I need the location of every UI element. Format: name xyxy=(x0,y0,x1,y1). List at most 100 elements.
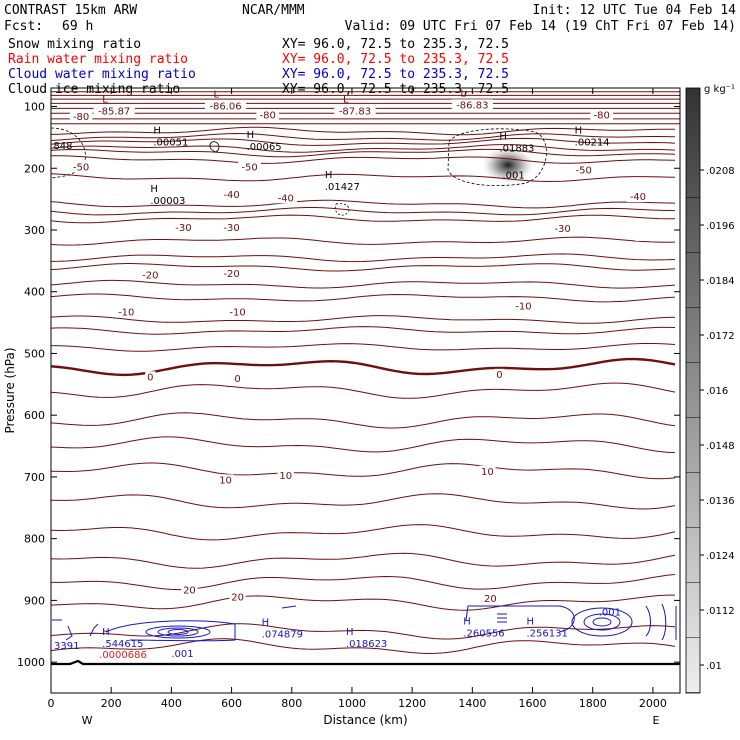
east-label: E xyxy=(652,714,659,727)
x-tick-label-9: 1800 xyxy=(579,697,607,710)
colorbar-tick-label-8: .0112 xyxy=(706,606,735,617)
temperature-isoline-11 xyxy=(51,253,676,263)
temp-contour-label-6-bg xyxy=(220,189,243,201)
field-label-5: 848 xyxy=(53,141,72,152)
temp-contour-label-23-bg xyxy=(181,584,198,596)
high-marker-2: H xyxy=(499,132,507,143)
ice-contour-mid xyxy=(334,203,350,216)
temp-contour-label-10-bg xyxy=(220,221,243,233)
legend-field-0: Snow mixing ratio xyxy=(8,37,141,52)
y-tick-label-3: 400 xyxy=(24,286,45,299)
low-marker-0: L xyxy=(102,95,108,106)
temp-contour-label-17-bg xyxy=(145,371,156,383)
cloud-water-contour-10 xyxy=(497,613,507,623)
temp-contour-label-14: -10 xyxy=(118,307,134,318)
temp-contour-label-4: -50 xyxy=(241,162,257,173)
temp-contour-label-19: 0 xyxy=(496,370,502,381)
legend-xy-0: XY= 96.0, 72.5 to 235.3, 72.5 xyxy=(282,37,509,52)
field-label-3: 3391 xyxy=(54,641,79,652)
temp-contour-label-7-bg xyxy=(274,192,298,204)
temp-contour-label-25-bg xyxy=(482,592,499,604)
y-tick-label-9: 1000 xyxy=(17,656,45,669)
cloud-water-contour-3 xyxy=(89,623,99,637)
plot-labels: -80 -80 -80 -50 -50 -50 -40 -40 -40 -30 -30 -30 -20 -… xyxy=(53,88,650,661)
temp-contour-label-2: -80 xyxy=(594,111,610,122)
temp-contour-label-19-bg xyxy=(494,368,505,380)
temp-contour-label-16-bg xyxy=(512,300,535,312)
high-marker-1: H xyxy=(247,130,255,141)
y-axis-title: Pressure (hPa) xyxy=(3,347,17,433)
colorbar-tick-label-4: .016 xyxy=(706,386,728,397)
high-value-0: .00051 xyxy=(153,138,188,149)
cloud-water-contour-2 xyxy=(65,625,73,641)
low-value-0-bg xyxy=(93,105,135,117)
temp-contour-label-8: -40 xyxy=(630,192,646,203)
temp-contour-label-6: -40 xyxy=(223,190,239,201)
temperature-isoline-18 xyxy=(51,357,676,377)
low-value-2: -87.83 xyxy=(339,107,371,118)
x-tick-label-3: 600 xyxy=(221,697,242,710)
temp-contour-label-5-bg xyxy=(572,164,595,176)
temperature-isoline-23 xyxy=(51,493,676,510)
temperature-isoline-9 xyxy=(51,214,675,224)
temp-contour-label-3-bg xyxy=(69,161,93,173)
temp-contour-label-1: -80 xyxy=(260,111,276,122)
temperature-isoline-16 xyxy=(51,326,676,335)
cloud-water-contour-13 xyxy=(592,617,612,627)
forecast-hour: 69 h xyxy=(62,19,93,34)
y-tick-label-2: 300 xyxy=(24,224,45,237)
colorbar-tick-label-7: .0124 xyxy=(706,551,735,562)
temp-contour-label-12: -20 xyxy=(142,270,158,281)
plot-frame xyxy=(50,87,681,694)
temp-contour-label-14-bg xyxy=(114,306,138,318)
x-tick-label-4: 800 xyxy=(281,697,302,710)
legend-field-1: Rain water mixing ratio xyxy=(8,52,188,67)
temp-contour-label-23: 20 xyxy=(183,585,196,596)
temperature-isoline-15 xyxy=(51,315,676,324)
cloud-water-contour-5 xyxy=(145,625,211,639)
high-value-5: .00003 xyxy=(150,196,185,207)
center-label: NCAR/MMM xyxy=(242,3,305,18)
high-value-1: .00065 xyxy=(247,142,282,153)
field-label-1: .001 xyxy=(171,649,193,660)
y-tick-label-7: 800 xyxy=(24,533,45,546)
y-tick-label-4: 500 xyxy=(24,347,45,360)
temp-contour-label-4-bg xyxy=(238,161,261,173)
temp-contour-label-16: -10 xyxy=(515,301,531,312)
colorbar-tick-label-6: .0136 xyxy=(706,496,735,507)
temp-contour-label-8-bg xyxy=(626,191,650,203)
temperature-isoline-22 xyxy=(51,462,676,480)
temp-contour-label-9-bg xyxy=(172,221,195,233)
cloud-water-contour-9 xyxy=(465,605,575,633)
temp-contour-label-7: -40 xyxy=(278,193,294,204)
legend-xy-3: XY= 96.0, 72.5 to 235.3, 72.5 xyxy=(282,82,509,97)
field-label-4: .0000686 xyxy=(99,650,147,661)
high-value-7: .018623 xyxy=(346,639,387,650)
temp-contour-label-20: 10 xyxy=(219,475,232,486)
model-title: CONTRAST 15km ARW xyxy=(4,3,137,18)
temperature-isoline-28 xyxy=(51,623,676,640)
temperature-isoline-14 xyxy=(51,293,676,303)
temperature-isoline-20 xyxy=(51,412,676,429)
temperature-isoline-12 xyxy=(51,262,676,272)
temp-contour-label-10: -30 xyxy=(223,223,239,234)
temperature-isoline-17 xyxy=(51,343,676,352)
temperature-isoline-0 xyxy=(51,126,675,136)
colorbar-gradient xyxy=(685,87,701,694)
colorbar-tick-label-0: .0208 xyxy=(706,166,735,177)
high-value-10: .544615 xyxy=(102,639,143,650)
cloud-water-contour-12 xyxy=(583,613,621,631)
high-value-3: .00214 xyxy=(575,138,610,149)
high-marker-9: H xyxy=(527,616,535,627)
colorbar-tick-label-2: .0184 xyxy=(706,276,735,287)
temperature-isoline-6 xyxy=(51,173,676,183)
low-value-3: -86.83 xyxy=(456,100,488,111)
temp-contour-label-21: 10 xyxy=(279,471,292,482)
temperature-isoline-26 xyxy=(51,574,676,591)
cloud-water-contour-14 xyxy=(645,605,651,637)
temperature-isoline-29 xyxy=(51,638,676,655)
legend-field-3: Cloud ice mixing ratio xyxy=(8,82,180,97)
cloud-water-contour-4 xyxy=(105,620,236,642)
cloud-water-contour-11 xyxy=(571,607,633,637)
